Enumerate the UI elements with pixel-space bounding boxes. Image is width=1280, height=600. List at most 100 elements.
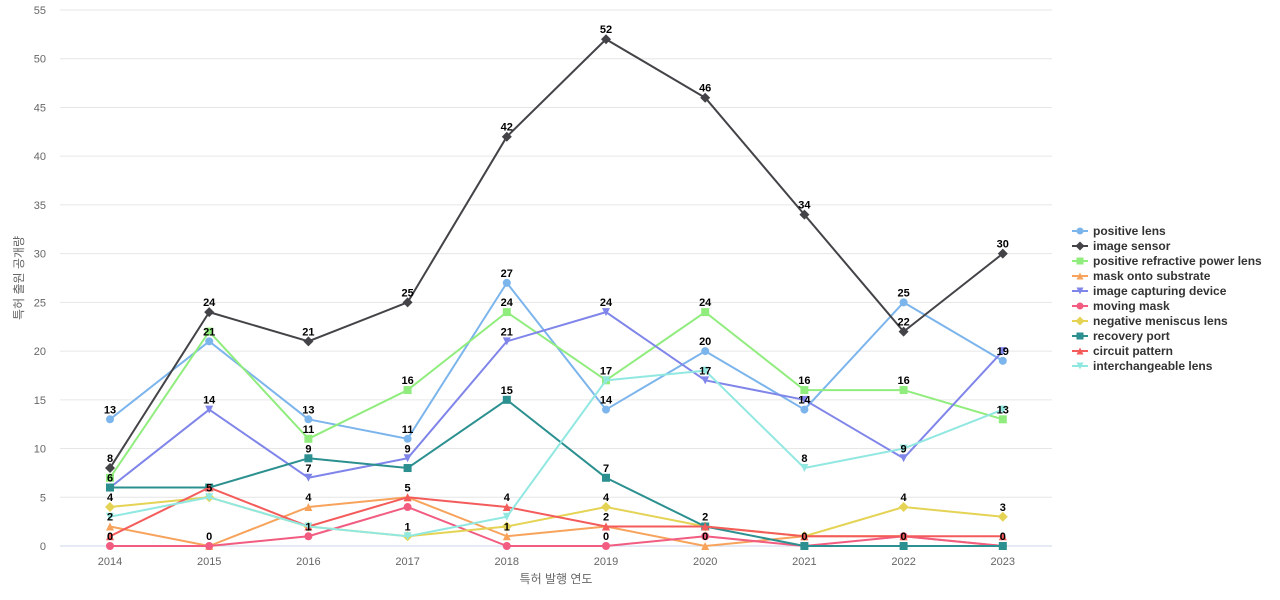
series-line <box>109 369 1004 538</box>
x-tick-label: 2020 <box>693 556 717 568</box>
legend-item[interactable]: mask onto substrate <box>1072 269 1211 283</box>
data-label: 3 <box>1000 502 1006 514</box>
data-label: 14 <box>203 395 216 407</box>
data-point <box>701 522 710 531</box>
legend-marker <box>1075 316 1085 326</box>
legend-marker <box>1075 241 1085 251</box>
legend-item[interactable]: image sensor <box>1072 239 1171 253</box>
legend-item[interactable]: positive refractive power lens <box>1072 254 1262 268</box>
data-point <box>998 542 1007 550</box>
data-point <box>403 434 412 443</box>
data-labels: 1386420242114502113119741251611951422724… <box>104 24 1009 543</box>
data-point <box>998 405 1007 414</box>
data-point <box>800 386 809 395</box>
data-label: 14 <box>600 395 613 407</box>
data-point <box>601 34 611 45</box>
data-point <box>205 337 214 346</box>
legend-item[interactable]: circuit pattern <box>1072 344 1173 358</box>
data-label: 0 <box>603 531 609 543</box>
x-tick-label: 2018 <box>495 556 519 568</box>
data-point <box>205 483 214 492</box>
data-point <box>204 307 215 318</box>
y-axis-title: 특허 출원 공개량 <box>12 236 26 320</box>
y-tick-label: 30 <box>34 249 46 261</box>
series-mask-onto-substrate <box>106 493 1007 550</box>
legend-item[interactable]: positive lens <box>1072 224 1166 238</box>
series-line <box>110 506 1003 547</box>
data-point <box>304 522 313 531</box>
data-label: 4 <box>603 492 610 504</box>
x-tick-label: 2019 <box>594 556 618 568</box>
data-label: 24 <box>501 297 514 309</box>
data-point <box>701 347 710 356</box>
data-label: 7 <box>305 463 311 475</box>
data-point <box>403 386 412 395</box>
data-label: 5 <box>206 482 212 494</box>
data-label: 17 <box>600 365 612 377</box>
data-label: 8 <box>801 453 807 465</box>
legend-item[interactable]: recovery port <box>1072 329 1170 343</box>
data-label: 9 <box>901 443 907 455</box>
data-point <box>502 542 511 550</box>
series-moving-mask <box>106 503 1007 550</box>
legend-label: moving mask <box>1093 299 1170 313</box>
data-label: 15 <box>501 385 513 397</box>
data-point <box>800 464 809 473</box>
x-tick-label: 2021 <box>792 556 816 568</box>
x-tick-label: 2016 <box>296 556 320 568</box>
data-label: 21 <box>203 326 215 338</box>
data-label: 16 <box>798 375 810 387</box>
data-label: 4 <box>305 492 312 504</box>
data-label: 8 <box>107 453 113 465</box>
data-label: 21 <box>501 326 513 338</box>
data-label: 1 <box>305 521 311 533</box>
data-point <box>403 493 412 502</box>
x-tick-label: 2023 <box>991 556 1015 568</box>
legend-label: mask onto substrate <box>1093 269 1211 283</box>
legend-item[interactable]: negative meniscus lens <box>1072 314 1228 328</box>
data-point <box>899 454 908 463</box>
data-label: 42 <box>501 122 513 134</box>
data-label: 2 <box>702 512 708 524</box>
data-label: 4 <box>504 492 511 504</box>
data-point <box>106 473 114 482</box>
y-axis-ticks: 0 5 10 15 20 25 30 35 40 45 50 55 <box>34 5 46 553</box>
legend-marker <box>1076 257 1084 265</box>
series-interchangeable-lens <box>106 366 1007 541</box>
data-point <box>898 326 909 337</box>
data-label: 4 <box>107 492 114 504</box>
data-label: 34 <box>798 200 811 212</box>
legend-marker <box>1076 287 1084 295</box>
legend-marker <box>1076 272 1084 280</box>
legend-marker <box>1076 362 1084 370</box>
data-label: 11 <box>402 424 414 436</box>
data-label: 0 <box>801 531 807 543</box>
legend-label: positive lens <box>1093 224 1166 238</box>
data-point <box>602 376 610 385</box>
data-point <box>205 542 214 550</box>
legend-marker <box>1076 227 1084 235</box>
data-point <box>601 502 611 513</box>
data-label: 25 <box>401 287 413 299</box>
data-point <box>602 308 610 317</box>
data-point <box>899 542 908 550</box>
data-point <box>899 532 908 541</box>
data-point <box>501 131 512 142</box>
y-tick-label: 0 <box>40 541 46 553</box>
data-label: 24 <box>699 297 712 309</box>
legend-label: image capturing device <box>1093 284 1227 298</box>
data-label: 13 <box>104 404 116 416</box>
data-label: 9 <box>405 443 411 455</box>
data-label: 25 <box>897 287 909 299</box>
legend-label: interchangeable lens <box>1093 359 1213 373</box>
legend-item[interactable]: moving mask <box>1072 299 1170 313</box>
legend-item[interactable]: image capturing device <box>1072 284 1227 298</box>
data-point <box>701 542 710 550</box>
data-point <box>403 503 412 512</box>
data-point <box>800 542 809 550</box>
series-line <box>109 486 1003 538</box>
legend-item[interactable]: interchangeable lens <box>1072 359 1213 373</box>
data-point <box>205 327 214 336</box>
